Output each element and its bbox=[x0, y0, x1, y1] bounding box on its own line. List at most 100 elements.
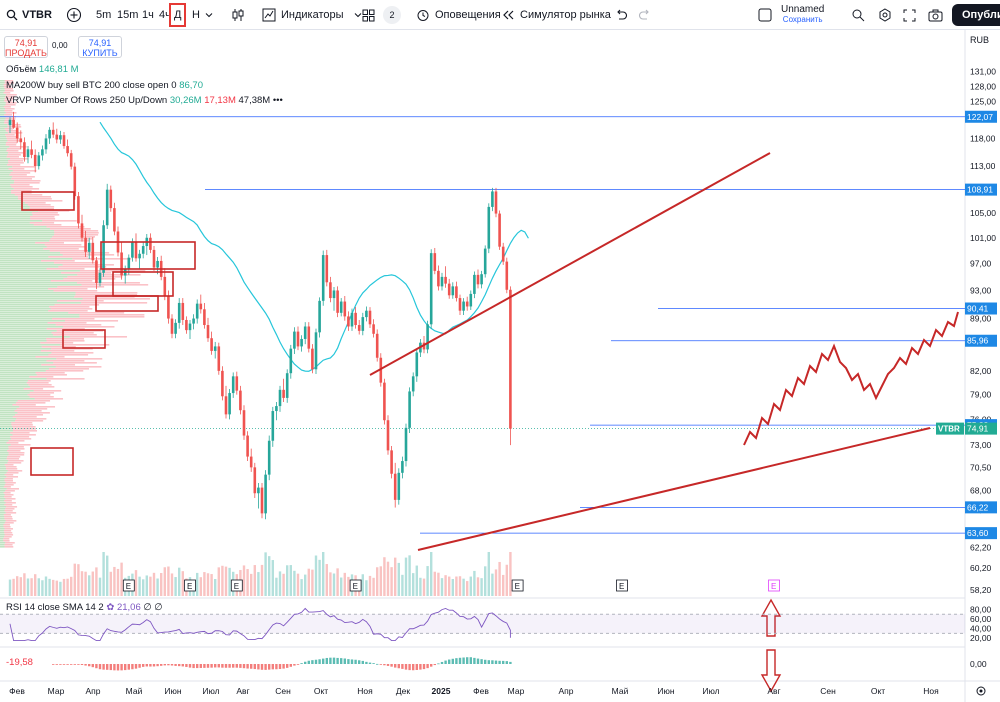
snapshot-button[interactable] bbox=[928, 0, 943, 30]
candle-body bbox=[440, 276, 444, 287]
vrvp-up-bar bbox=[0, 120, 5, 122]
vrvp-up-bar bbox=[0, 232, 55, 234]
candle-body bbox=[203, 309, 206, 326]
legend-macd[interactable]: -19,58 bbox=[6, 657, 33, 668]
vrvp-up-bar bbox=[0, 538, 4, 540]
macd-bar bbox=[408, 664, 411, 671]
candle-body bbox=[336, 290, 339, 313]
macd-bar bbox=[52, 664, 55, 665]
volume-bar bbox=[37, 578, 40, 596]
price-level-tag bbox=[965, 527, 997, 540]
vrvp-up-bar bbox=[0, 314, 80, 316]
legend-vrvp[interactable]: VRVP Number Of Rows 250 Up/Down 30,26M 1… bbox=[6, 95, 283, 106]
volume-bar bbox=[448, 576, 451, 596]
timeframe-4h[interactable]: 4ч bbox=[159, 0, 171, 30]
legend-volume[interactable]: Объём 146,81 M bbox=[6, 64, 79, 75]
vrvp-down-bar bbox=[38, 210, 70, 212]
layout-checkbox[interactable] bbox=[758, 0, 772, 30]
vrvp-up-bar bbox=[0, 132, 8, 134]
vrvp-up-bar bbox=[0, 180, 15, 182]
volume-bar bbox=[296, 573, 300, 596]
earnings-marker-label: E bbox=[771, 582, 776, 591]
vrvp-up-bar bbox=[0, 524, 4, 526]
vrvp-up-bar bbox=[0, 318, 52, 320]
quick-search-button[interactable] bbox=[851, 0, 865, 30]
vrvp-down-bar bbox=[3, 526, 11, 528]
volume-bar bbox=[134, 570, 138, 596]
candle-body bbox=[199, 303, 203, 310]
volume-bar bbox=[170, 573, 174, 596]
vrvp-up-bar bbox=[0, 436, 11, 438]
timeframe-1h[interactable]: 1ч bbox=[142, 0, 154, 30]
symbol-search[interactable]: VTBR bbox=[6, 0, 52, 30]
macd-bar bbox=[289, 664, 292, 667]
vrvp-down-bar bbox=[6, 472, 19, 474]
timeframe-day[interactable]: Д bbox=[169, 0, 187, 30]
alerts-button[interactable]: Оповещения bbox=[416, 0, 501, 30]
undo-button[interactable] bbox=[614, 0, 628, 30]
vrvp-down-bar bbox=[33, 390, 62, 392]
volume-bar bbox=[390, 567, 393, 596]
candle-body bbox=[167, 295, 170, 319]
fullscreen-icon bbox=[903, 9, 916, 21]
vrvp-down-bar bbox=[47, 322, 87, 324]
volume-bar bbox=[44, 576, 48, 596]
vrvp-up-bar bbox=[0, 400, 18, 402]
vrvp-up-bar bbox=[0, 170, 13, 172]
vrvp-down-bar bbox=[19, 406, 56, 408]
timeframe-5m[interactable]: 5m bbox=[96, 0, 111, 30]
rewind-icon bbox=[503, 10, 514, 20]
indicators-button[interactable]: Индикаторы bbox=[262, 0, 362, 30]
macd-bar bbox=[217, 664, 220, 668]
volume-bar bbox=[307, 568, 310, 596]
candle-body bbox=[451, 286, 455, 296]
rsi-tick-label: 20,00 bbox=[970, 633, 992, 643]
price-tick-label: 113,00 bbox=[970, 161, 996, 171]
legend-rsi[interactable]: RSI 14 close SMA 14 2 ✿ 21,06 ∅ ∅ bbox=[6, 602, 163, 613]
vrvp-down-bar bbox=[6, 136, 18, 138]
vrvp-up-bar bbox=[0, 238, 51, 240]
legend-ma[interactable]: MA200W buy sell BTC 200 close open 0 86,… bbox=[6, 80, 203, 91]
macd-bar bbox=[466, 657, 469, 664]
sell-button[interactable]: 74,91 ПРОДАТЬ bbox=[4, 36, 48, 58]
publish-button[interactable]: Опублико bbox=[952, 0, 1000, 30]
vrvp-up-bar bbox=[0, 130, 6, 132]
time-axis[interactable]: Фев Мар Апр Май Июн Июл Авг Сен Окт Ноя Дек 2025 Фев… bbox=[9, 686, 939, 696]
vrvp-up-bar bbox=[0, 350, 41, 352]
macd-bar bbox=[170, 664, 174, 666]
volume-bar bbox=[80, 571, 84, 596]
timeframe-15m[interactable]: 15m bbox=[117, 0, 138, 30]
vrvp-up-bar bbox=[0, 474, 5, 476]
vrvp-up-bar bbox=[0, 268, 47, 270]
templates-button[interactable]: 2 bbox=[362, 0, 401, 30]
volume-bar bbox=[48, 578, 51, 596]
fullscreen-button[interactable] bbox=[903, 0, 916, 30]
settings-gear[interactable] bbox=[976, 686, 986, 696]
candle-body bbox=[483, 248, 487, 275]
timeframe-week[interactable]: Н bbox=[192, 0, 200, 30]
price-tick-label: 118,00 bbox=[970, 133, 996, 143]
rsi-settings-icon[interactable]: ✿ bbox=[106, 602, 115, 613]
macd-bar bbox=[502, 660, 505, 664]
compare-button[interactable] bbox=[66, 0, 82, 30]
replay-button[interactable]: Симулятор рынка bbox=[502, 0, 611, 30]
vrvp-up-bar bbox=[0, 100, 5, 102]
layout-name[interactable]: Unnamed Сохранить bbox=[781, 0, 824, 30]
more-icon[interactable]: ••• bbox=[272, 95, 283, 106]
candle-body bbox=[246, 435, 249, 457]
vrvp-down-bar bbox=[35, 242, 64, 244]
macd-bar bbox=[491, 660, 494, 664]
price-tick-label: 131,00 bbox=[970, 67, 996, 77]
vrvp-down-bar bbox=[33, 224, 62, 226]
redo-button[interactable] bbox=[638, 0, 652, 30]
drawings[interactable] bbox=[21, 152, 959, 693]
timeframe-dropdown[interactable] bbox=[205, 0, 213, 30]
settings-button[interactable] bbox=[878, 0, 892, 30]
candle-body bbox=[303, 326, 307, 339]
price-axis[interactable]: 131,00128,00125,00122,00118,00113,00109,… bbox=[936, 67, 997, 669]
chart-type-button[interactable] bbox=[231, 0, 245, 30]
vrvp-up-bar bbox=[0, 228, 50, 230]
buy-button[interactable]: 74,91 КУПИТЬ bbox=[78, 36, 122, 58]
volume-bar bbox=[336, 568, 339, 596]
